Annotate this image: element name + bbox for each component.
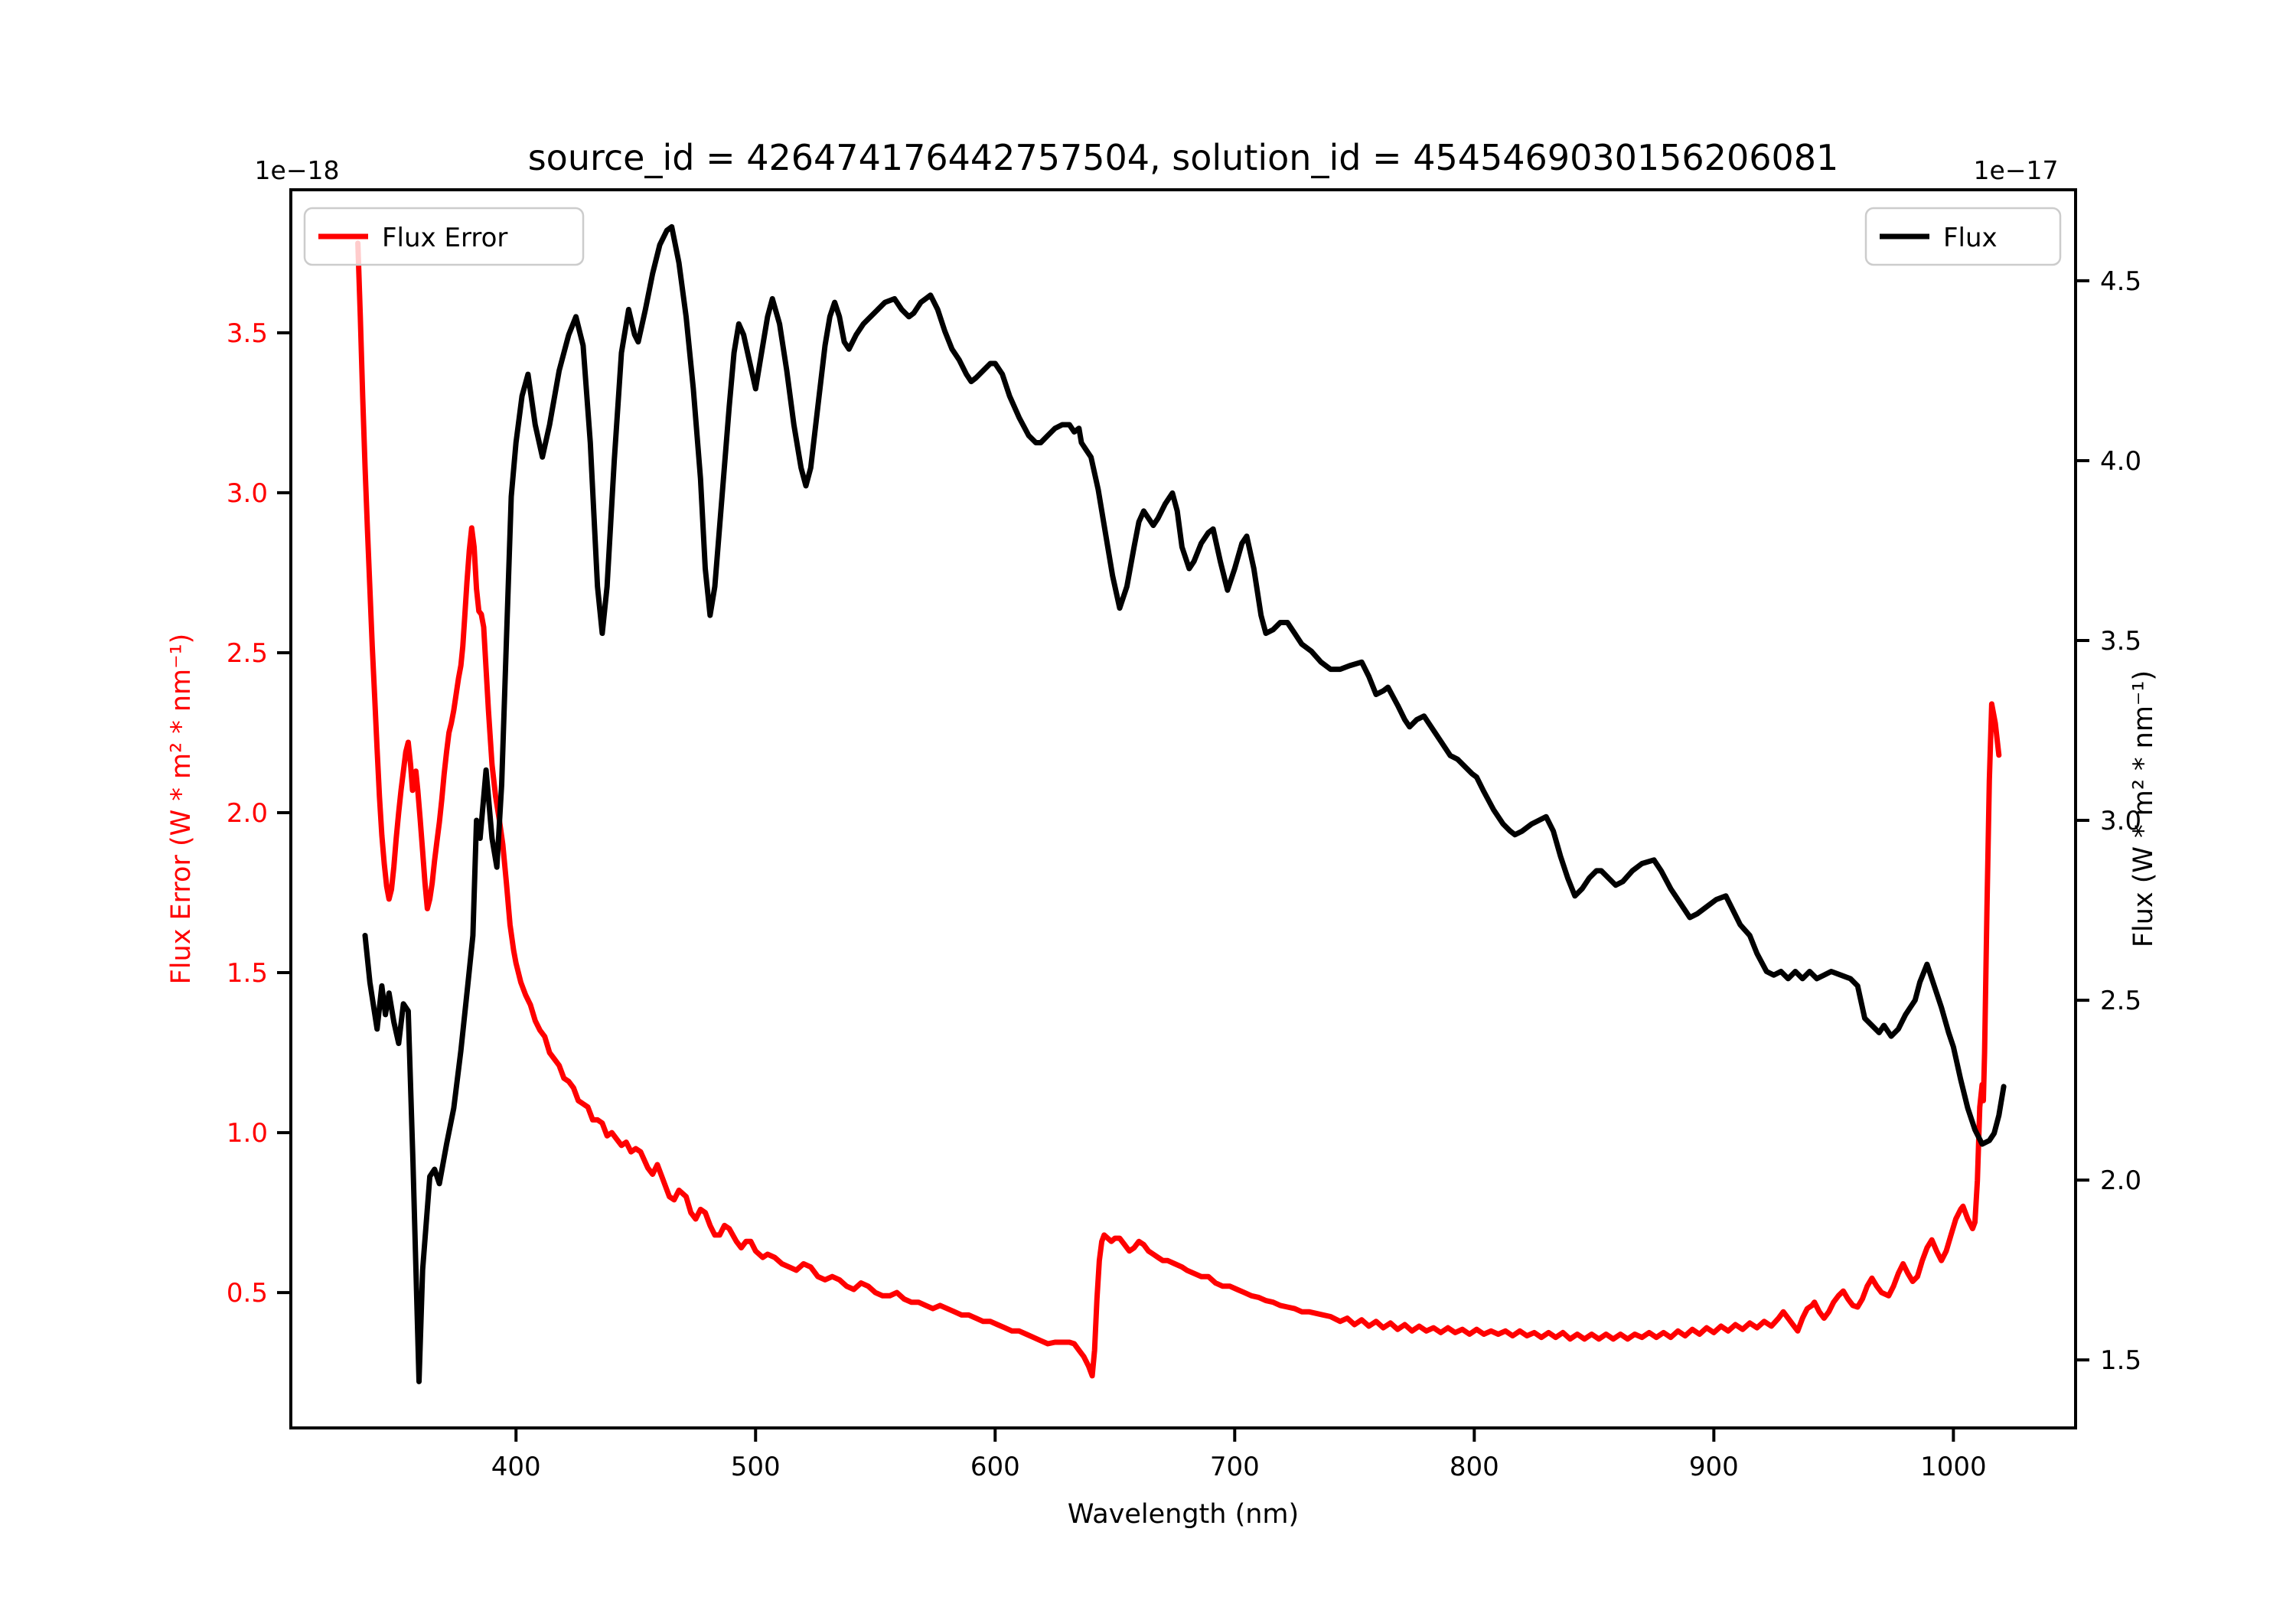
flux-error-line: [355, 240, 2002, 1379]
x-axis-ticks: 400 500 600 700 800 900 1000: [491, 1428, 1987, 1482]
legend-flux: Flux: [1864, 207, 2062, 266]
left-y-tick-label: 3.0: [227, 478, 268, 509]
legend-flux-box: [1864, 207, 2062, 266]
legend-flux-error-label: Flux Error: [382, 223, 507, 253]
left-axis-offset-text: 1e−18: [255, 155, 340, 185]
left-y-tick-label: 2.0: [227, 798, 268, 829]
right-axis-ticks: 1.5 2.0 2.5 3.0 3.5 4.0 4.5: [2076, 266, 2141, 1376]
legend-flux-label: Flux: [1943, 223, 1998, 253]
legend-flux-error: Flux Error: [303, 207, 585, 266]
right-y-tick-label: 4.0: [2100, 446, 2141, 477]
x-tick-label: 400: [491, 1452, 541, 1482]
legend-flux-error-box: [303, 207, 585, 266]
right-y-tick-label: 3.0: [2100, 806, 2141, 836]
left-y-axis-label: Flux Error (W * m² * nm⁻¹): [166, 634, 197, 985]
left-y-tick-label: 2.5: [227, 638, 268, 669]
flux-line: [362, 223, 2007, 1384]
x-tick-label: 900: [1689, 1452, 1739, 1482]
right-y-tick-label: 4.5: [2100, 266, 2141, 297]
x-axis-label: Wavelength (nm): [1068, 1499, 1299, 1530]
x-tick-label: 1000: [1920, 1452, 1987, 1482]
left-axis-ticks: 0.5 1.0 1.5 2.0 2.5 3.0 3.5: [227, 318, 291, 1309]
right-y-tick-label: 3.5: [2100, 626, 2141, 657]
left-y-tick-label: 1.0: [227, 1118, 268, 1149]
x-tick-label: 600: [970, 1452, 1020, 1482]
data-series: [355, 223, 2007, 1384]
right-y-tick-label: 1.5: [2100, 1345, 2141, 1376]
x-tick-label: 500: [731, 1452, 781, 1482]
left-y-tick-label: 3.5: [227, 318, 268, 349]
left-y-tick-label: 1.5: [227, 958, 268, 989]
right-y-tick-label: 2.0: [2100, 1165, 2141, 1196]
right-y-axis-label: Flux (W * m² * nm⁻¹): [2128, 670, 2159, 947]
x-tick-label: 700: [1210, 1452, 1260, 1482]
right-y-tick-label: 2.5: [2100, 986, 2141, 1016]
plot-border: [289, 188, 2077, 1429]
left-y-tick-label: 0.5: [227, 1278, 268, 1309]
chart-title: source_id = 426474176442757504, solution…: [528, 137, 1839, 178]
x-tick-label: 800: [1450, 1452, 1499, 1482]
right-axis-offset-text: 1e−17: [1974, 155, 2059, 185]
